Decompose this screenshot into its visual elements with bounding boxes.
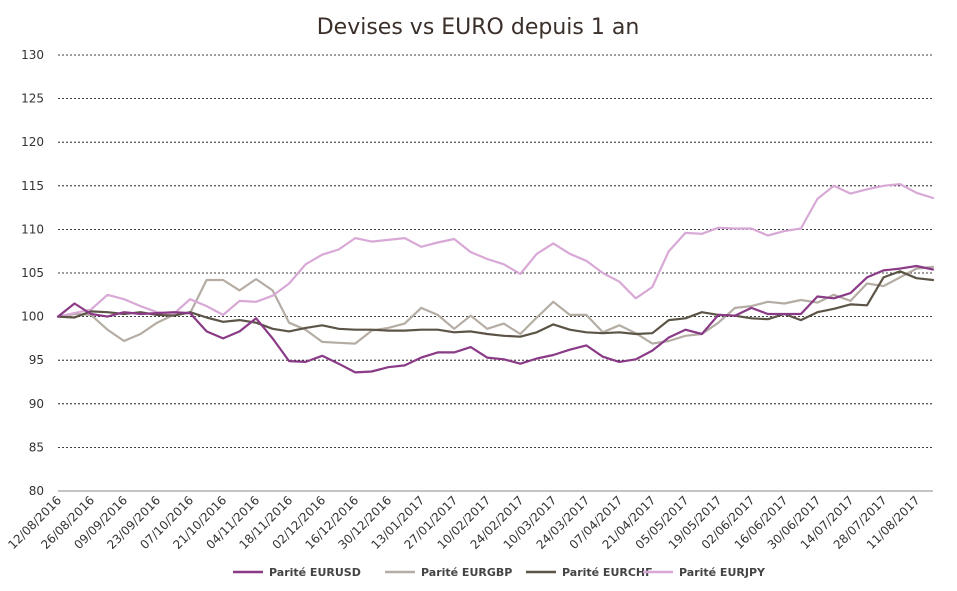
series-line-parit-eurgbp — [56, 265, 935, 345]
y-tick-label: 125 — [21, 92, 44, 106]
y-axis-ticks: 80 85 90 95 100 105 110 115 120 125 130 — [21, 48, 44, 498]
y-tick-label: 105 — [21, 266, 44, 280]
legend-label: Parité EURGBP — [421, 566, 512, 579]
series-lines — [56, 183, 935, 374]
y-tick-label: 80 — [29, 484, 44, 498]
y-tick-label: 110 — [21, 222, 44, 236]
y-tick-label: 95 — [29, 353, 44, 367]
y-tick-label: 85 — [29, 440, 44, 454]
chart-title: Devises vs EURO depuis 1 an — [317, 15, 640, 40]
x-axis-ticks: 12/08/201626/08/201609/09/201623/09/2016… — [5, 493, 922, 552]
legend-label: Parité EURUSD — [269, 566, 361, 579]
y-tick-label: 130 — [21, 48, 44, 62]
series-line-parit-eurusd — [56, 264, 935, 374]
y-tick-label: 115 — [21, 179, 44, 193]
legend-label: Parité EURCHF — [562, 566, 653, 579]
grid-lines — [58, 54, 933, 492]
legend-label: Parité EURJPY — [679, 566, 766, 579]
y-tick-label: 90 — [29, 397, 44, 411]
y-tick-label: 120 — [21, 135, 44, 149]
y-tick-label: 100 — [21, 310, 44, 324]
legend: Parité EURUSD Parité EURGBP Parité EURCHF P… — [233, 566, 766, 579]
series-line-parit-eurjpy — [56, 183, 935, 318]
